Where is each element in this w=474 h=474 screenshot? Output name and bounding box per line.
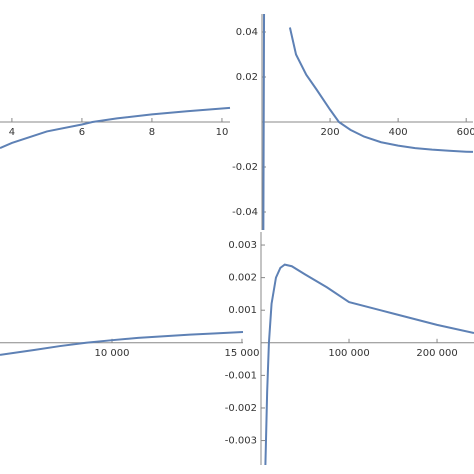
y-tick-label: -0.02 bbox=[232, 162, 258, 173]
data-line bbox=[264, 263, 474, 466]
x-tick-label: 200 000 bbox=[416, 348, 457, 359]
y-tick-label: 0.02 bbox=[236, 72, 258, 83]
data-line bbox=[262, 13, 474, 231]
x-tick-label: 100 000 bbox=[328, 348, 369, 359]
y-tick-label: 0.002 bbox=[228, 273, 257, 284]
x-tick-label: 15 000 bbox=[224, 348, 259, 359]
y-tick-label: -0.04 bbox=[232, 207, 258, 218]
data-line bbox=[0, 106, 231, 150]
y-tick-label: -0.001 bbox=[225, 370, 257, 381]
y-tick-label: -0.003 bbox=[225, 436, 257, 447]
x-tick-label: 4 bbox=[9, 127, 15, 138]
y-tick-label: 0.003 bbox=[228, 240, 257, 251]
x-tick-label: 200 bbox=[321, 127, 340, 138]
x-tick-label: 8 bbox=[149, 127, 155, 138]
x-tick-label: 600 bbox=[457, 127, 474, 138]
x-tick-label: 400 bbox=[389, 127, 408, 138]
y-tick-label: 0.04 bbox=[236, 27, 258, 38]
x-tick-label: 10 000 bbox=[95, 348, 130, 359]
data-line bbox=[0, 331, 244, 356]
x-tick-label: 6 bbox=[79, 127, 85, 138]
x-tick-label: 10 bbox=[216, 127, 229, 138]
y-tick-label: 0.001 bbox=[228, 305, 257, 316]
y-tick-label: -0.002 bbox=[225, 403, 257, 414]
